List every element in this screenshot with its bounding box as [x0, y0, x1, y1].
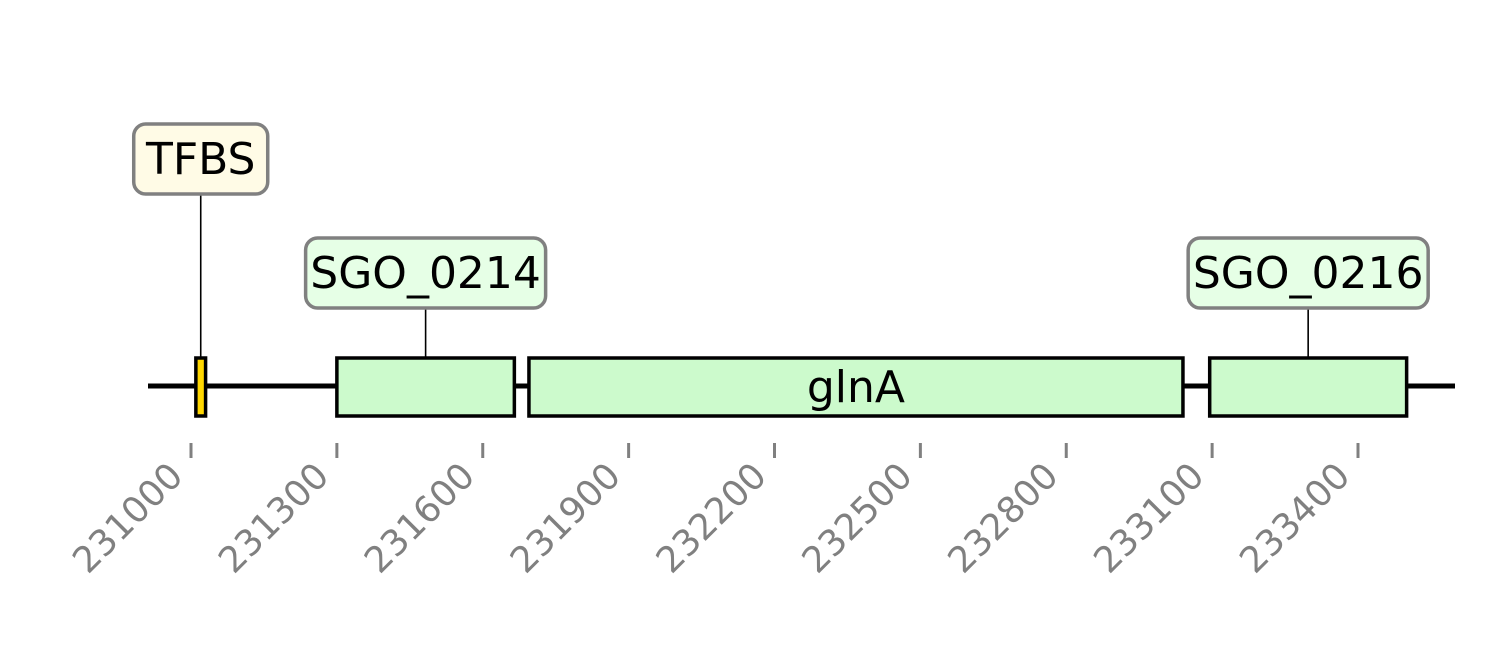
feature-sgo_0216: [1207, 356, 1409, 418]
axis-tick-label: 232800: [940, 455, 1066, 581]
axis-tick-label: 231000: [65, 455, 191, 581]
axis-tick-label: 231600: [357, 455, 483, 581]
label-box-sgo_0216: [1186, 236, 1430, 310]
feature-tfbs: [194, 356, 208, 418]
feature-label-tfbs: TFBS: [145, 134, 256, 185]
feature-glna: [527, 356, 1185, 418]
axis-tick-label: 233100: [1086, 455, 1212, 581]
label-box-tfbs: [131, 122, 270, 196]
axis-ticks-layer: 231000 231300 231600 231900 232200 232500 2328…: [65, 443, 1360, 582]
axis-tick-label: 233400: [1232, 455, 1358, 581]
axis-tick-label: 231300: [211, 455, 337, 581]
feature-label-glna: glnA: [807, 362, 905, 413]
axis-tick-label: 231900: [503, 455, 629, 581]
axis-tick-label: 232200: [649, 455, 775, 581]
feature-label-sgo_0216: SGO_0216: [1193, 248, 1424, 299]
axis-tick-label: 232500: [795, 455, 921, 581]
feature-sgo_0214: [335, 356, 517, 418]
label-box-sgo_0214: [303, 236, 548, 310]
features-layer: TFBS SGO_0214 glnA SGO_0216: [131, 122, 1430, 418]
feature-label-sgo_0214: SGO_0214: [310, 248, 541, 299]
